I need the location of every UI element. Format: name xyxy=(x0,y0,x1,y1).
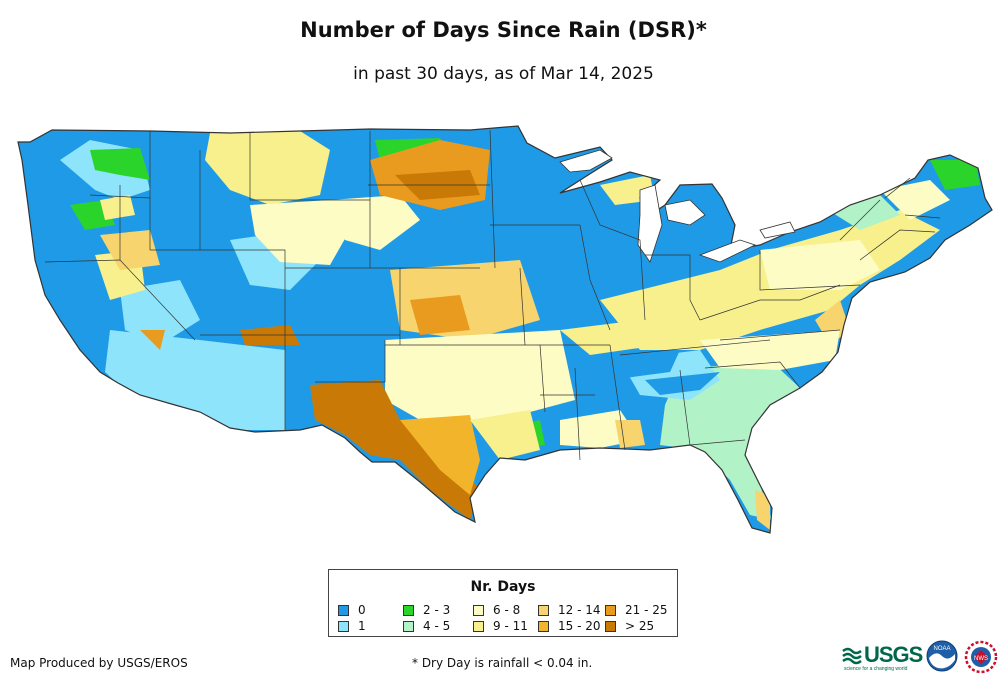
noaa-logo-icon: NOAA xyxy=(926,640,958,672)
legend-swatch xyxy=(538,620,549,632)
legend-label: 1 xyxy=(358,619,366,633)
dsr-color-regions xyxy=(18,126,992,533)
legend-swatch xyxy=(473,620,484,632)
agency-logos: USGS science for a changing world NOAA N… xyxy=(842,638,1002,678)
legend-item: 1 xyxy=(338,619,366,633)
legend-swatch xyxy=(338,604,349,616)
state-boundaries xyxy=(44,129,941,461)
map-title: Number of Days Since Rain (DSR)* xyxy=(300,18,707,42)
usgs-wave-icon xyxy=(842,647,862,665)
legend-item: 9 - 11 xyxy=(473,619,528,633)
legend-label: 21 - 25 xyxy=(625,603,668,617)
map-subtitle: in past 30 days, as of Mar 14, 2025 xyxy=(353,64,654,84)
legend-item: 12 - 14 xyxy=(538,603,601,617)
legend-item: > 25 xyxy=(605,619,654,633)
legend-label: 6 - 8 xyxy=(493,603,521,617)
usgs-tagline: science for a changing world xyxy=(844,666,908,672)
great-lakes xyxy=(559,149,796,263)
legend-label: > 25 xyxy=(625,619,655,633)
legend-item: 21 - 25 xyxy=(605,603,668,617)
legend-item: 0 xyxy=(338,603,366,617)
legend-label: 0 xyxy=(358,603,366,617)
legend-item: 4 - 5 xyxy=(403,619,450,633)
legend-label: 12 - 14 xyxy=(558,603,601,617)
noaa-logo-text: NOAA xyxy=(933,646,950,652)
legend-swatch xyxy=(538,604,549,616)
legend-swatch xyxy=(605,604,616,616)
legend-swatch xyxy=(403,604,414,616)
usgs-logo-text: USGS xyxy=(864,642,923,667)
producer-credit: Map Produced by USGS/EROS xyxy=(10,656,188,670)
legend-item: 2 - 3 xyxy=(403,603,450,617)
legend-label: 2 - 3 xyxy=(423,603,451,617)
usgs-logo: USGS xyxy=(842,642,923,668)
legend-label: 4 - 5 xyxy=(423,619,451,633)
dsr-map xyxy=(17,125,993,534)
legend-title: Nr. Days xyxy=(470,579,536,595)
nws-logo-text: NWS xyxy=(974,656,988,662)
legend-swatch xyxy=(605,620,616,632)
legend-label: 15 - 20 xyxy=(558,619,601,633)
legend-swatch xyxy=(403,620,414,632)
dry-day-footnote: * Dry Day is rainfall < 0.04 in. xyxy=(412,656,593,670)
legend-label: 9 - 11 xyxy=(493,619,528,633)
nws-logo-icon: NWS xyxy=(964,640,998,674)
legend-item: 15 - 20 xyxy=(538,619,601,633)
legend-swatch xyxy=(473,604,484,616)
legend-item: 6 - 8 xyxy=(473,603,520,617)
legend-swatch xyxy=(338,620,349,632)
legend: Nr. Days 0 1 2 - 3 4 - 5 6 - 8 9 - 11 12… xyxy=(328,569,678,637)
